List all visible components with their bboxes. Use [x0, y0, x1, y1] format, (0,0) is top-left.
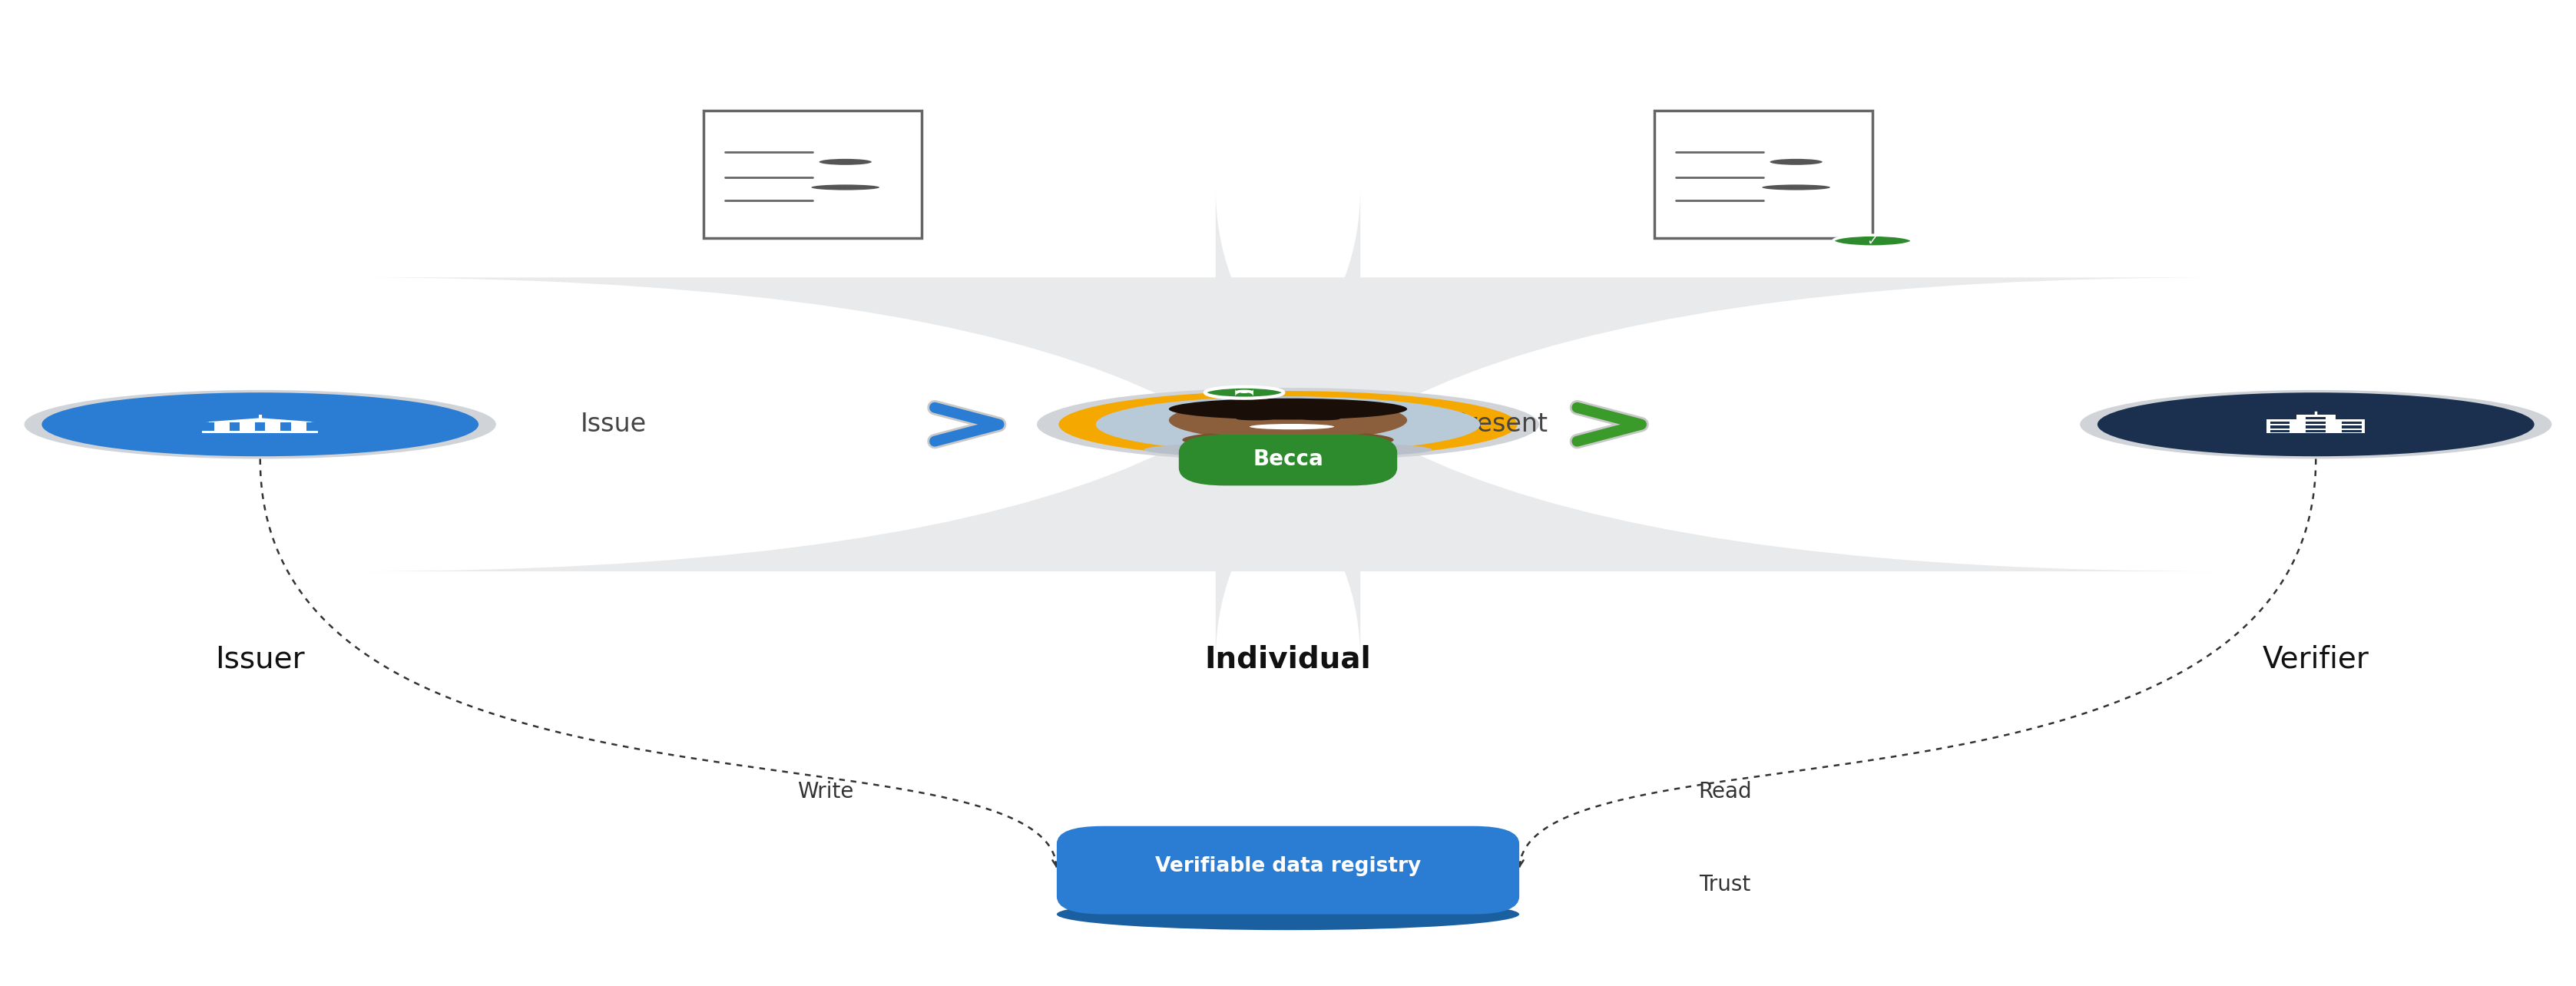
FancyBboxPatch shape — [204, 431, 317, 433]
Ellipse shape — [1206, 387, 1283, 398]
FancyBboxPatch shape — [2306, 417, 2326, 419]
Text: Verifier: Verifier — [2262, 645, 2370, 674]
FancyBboxPatch shape — [2295, 414, 2336, 419]
FancyBboxPatch shape — [2342, 417, 2362, 419]
FancyBboxPatch shape — [281, 422, 291, 431]
Ellipse shape — [2097, 392, 2535, 457]
Text: Read: Read — [1698, 781, 1752, 803]
Ellipse shape — [1834, 235, 1911, 246]
Text: Write: Write — [799, 781, 853, 803]
FancyBboxPatch shape — [2342, 430, 2362, 433]
FancyBboxPatch shape — [1180, 435, 1396, 485]
Ellipse shape — [1249, 424, 1334, 430]
FancyBboxPatch shape — [2306, 430, 2326, 433]
Ellipse shape — [1036, 387, 1540, 461]
Ellipse shape — [2079, 390, 2553, 458]
FancyBboxPatch shape — [1236, 388, 1255, 396]
Text: Becca: Becca — [1252, 449, 1324, 470]
Ellipse shape — [1170, 398, 1406, 420]
FancyBboxPatch shape — [204, 422, 214, 431]
FancyBboxPatch shape — [229, 422, 240, 431]
FancyBboxPatch shape — [1654, 111, 1873, 239]
Ellipse shape — [1056, 898, 1520, 930]
Text: Issuer: Issuer — [216, 645, 304, 674]
FancyBboxPatch shape — [353, 187, 2223, 662]
Ellipse shape — [1770, 159, 1821, 165]
FancyBboxPatch shape — [255, 422, 265, 431]
Ellipse shape — [1762, 184, 1829, 190]
FancyBboxPatch shape — [2269, 430, 2290, 433]
Text: ✓: ✓ — [1868, 234, 1878, 247]
FancyBboxPatch shape — [209, 422, 312, 432]
FancyBboxPatch shape — [2306, 421, 2326, 424]
Text: Issue: Issue — [580, 412, 647, 437]
Ellipse shape — [1182, 410, 1394, 438]
FancyBboxPatch shape — [307, 422, 317, 431]
Ellipse shape — [41, 392, 479, 457]
FancyBboxPatch shape — [2269, 417, 2290, 419]
Ellipse shape — [23, 390, 497, 458]
FancyBboxPatch shape — [2269, 426, 2290, 428]
FancyBboxPatch shape — [2269, 421, 2290, 424]
Ellipse shape — [1095, 396, 1481, 453]
FancyBboxPatch shape — [2267, 419, 2365, 433]
Text: Trust: Trust — [1700, 875, 1752, 895]
Ellipse shape — [1301, 417, 1340, 420]
FancyBboxPatch shape — [2342, 421, 2362, 424]
FancyBboxPatch shape — [703, 111, 922, 239]
FancyBboxPatch shape — [1056, 826, 1520, 914]
Polygon shape — [206, 418, 314, 422]
Text: Verifiable data registry: Verifiable data registry — [1154, 856, 1422, 877]
Text: Present: Present — [1453, 412, 1548, 437]
Ellipse shape — [819, 159, 871, 165]
Ellipse shape — [1170, 400, 1406, 441]
Ellipse shape — [1236, 417, 1275, 420]
FancyBboxPatch shape — [2306, 426, 2326, 428]
Ellipse shape — [1144, 442, 1432, 458]
Text: Individual: Individual — [1206, 645, 1370, 674]
Ellipse shape — [1059, 391, 1517, 458]
Ellipse shape — [811, 184, 878, 190]
FancyBboxPatch shape — [2342, 426, 2362, 428]
Ellipse shape — [1182, 430, 1394, 450]
